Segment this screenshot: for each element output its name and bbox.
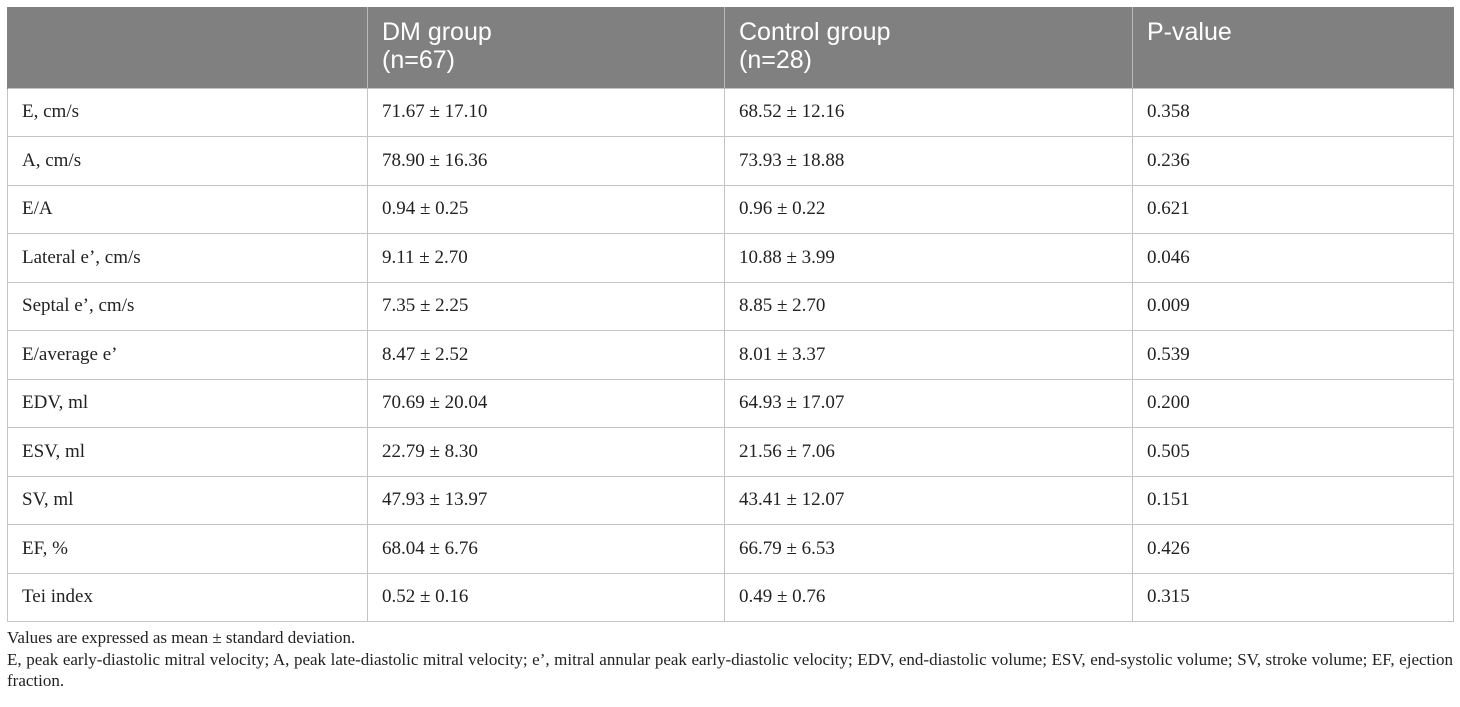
- p-value: 0.315: [1132, 572, 1454, 622]
- header-cell-p-value: P-value: [1132, 7, 1454, 88]
- p-value: 0.505: [1132, 427, 1454, 477]
- dm-value: 7.35 ± 2.25: [367, 281, 725, 331]
- dm-value: 0.94 ± 0.25: [367, 184, 725, 234]
- dm-value: 78.90 ± 16.36: [367, 136, 725, 186]
- header-cell-parameter: [7, 7, 368, 88]
- values-footnote: Values are expressed as mean ± standard …: [7, 628, 356, 647]
- table-row: ESV, ml 22.79 ± 8.30 21.56 ± 7.06 0.505: [7, 427, 1454, 477]
- abbreviations-footnote: E, peak early-diastolic mitral velocity;…: [7, 649, 1453, 691]
- echocardiography-results-table: DM group (n=67) Control group (n=28) P-v…: [7, 7, 1454, 622]
- control-value: 66.79 ± 6.53: [724, 524, 1133, 574]
- control-value: 0.96 ± 0.22: [724, 184, 1133, 234]
- control-value: 10.88 ± 3.99: [724, 233, 1133, 283]
- table-row: E/average e’ 8.47 ± 2.52 8.01 ± 3.37 0.5…: [7, 330, 1454, 380]
- dm-value: 22.79 ± 8.30: [367, 427, 725, 477]
- row-label: E, cm/s: [7, 87, 368, 137]
- control-value: 0.49 ± 0.76: [724, 572, 1133, 622]
- row-label: Septal e’, cm/s: [7, 281, 368, 331]
- control-value: 21.56 ± 7.06: [724, 427, 1133, 477]
- control-value: 73.93 ± 18.88: [724, 136, 1133, 186]
- dm-value: 71.67 ± 17.10: [367, 87, 725, 137]
- row-label: E/A: [7, 184, 368, 234]
- control-value: 43.41 ± 12.07: [724, 475, 1133, 525]
- row-label: E/average e’: [7, 330, 368, 380]
- p-value: 0.009: [1132, 281, 1454, 331]
- table-row: A, cm/s 78.90 ± 16.36 73.93 ± 18.88 0.23…: [7, 136, 1454, 186]
- dm-value: 70.69 ± 20.04: [367, 378, 725, 428]
- row-label: ESV, ml: [7, 427, 368, 477]
- dm-value: 0.52 ± 0.16: [367, 572, 725, 622]
- row-label: EDV, ml: [7, 378, 368, 428]
- control-value: 8.01 ± 3.37: [724, 330, 1133, 380]
- dm-value: 8.47 ± 2.52: [367, 330, 725, 380]
- table-row: EDV, ml 70.69 ± 20.04 64.93 ± 17.07 0.20…: [7, 378, 1454, 428]
- p-value: 0.236: [1132, 136, 1454, 186]
- row-label: SV, ml: [7, 475, 368, 525]
- p-value: 0.358: [1132, 87, 1454, 137]
- table-row: Lateral e’, cm/s 9.11 ± 2.70 10.88 ± 3.9…: [7, 233, 1454, 283]
- dm-value: 68.04 ± 6.76: [367, 524, 725, 574]
- control-value: 64.93 ± 17.07: [724, 378, 1133, 428]
- p-value: 0.426: [1132, 524, 1454, 574]
- table-footnotes: Values are expressed as mean ± standard …: [7, 627, 1453, 692]
- header-cell-dm-group: DM group (n=67): [367, 7, 725, 88]
- p-value: 0.151: [1132, 475, 1454, 525]
- header-dm-group-n: (n=67): [382, 46, 455, 74]
- p-value: 0.046: [1132, 233, 1454, 283]
- table-row: Tei index 0.52 ± 0.16 0.49 ± 0.76 0.315: [7, 572, 1454, 622]
- table-row: EF, % 68.04 ± 6.76 66.79 ± 6.53 0.426: [7, 524, 1454, 574]
- table-row: Septal e’, cm/s 7.35 ± 2.25 8.85 ± 2.70 …: [7, 281, 1454, 331]
- header-control-group-n: (n=28): [739, 46, 812, 74]
- row-label: Tei index: [7, 572, 368, 622]
- table-row: E, cm/s 71.67 ± 17.10 68.52 ± 12.16 0.35…: [7, 87, 1454, 137]
- header-p-value-label: P-value: [1147, 18, 1232, 46]
- header-cell-control-group: Control group (n=28): [724, 7, 1133, 88]
- table-row: SV, ml 47.93 ± 13.97 43.41 ± 12.07 0.151: [7, 475, 1454, 525]
- dm-value: 47.93 ± 13.97: [367, 475, 725, 525]
- row-label: Lateral e’, cm/s: [7, 233, 368, 283]
- header-dm-group-name: DM group: [382, 18, 492, 46]
- row-label: EF, %: [7, 524, 368, 574]
- p-value: 0.200: [1132, 378, 1454, 428]
- p-value: 0.621: [1132, 184, 1454, 234]
- control-value: 68.52 ± 12.16: [724, 87, 1133, 137]
- header-control-group-name: Control group: [739, 18, 891, 46]
- row-label: A, cm/s: [7, 136, 368, 186]
- dm-value: 9.11 ± 2.70: [367, 233, 725, 283]
- table-row: E/A 0.94 ± 0.25 0.96 ± 0.22 0.621: [7, 184, 1454, 234]
- results-table-container: DM group (n=67) Control group (n=28) P-v…: [7, 7, 1454, 622]
- control-value: 8.85 ± 2.70: [724, 281, 1133, 331]
- table-header-row: DM group (n=67) Control group (n=28) P-v…: [7, 7, 1454, 88]
- p-value: 0.539: [1132, 330, 1454, 380]
